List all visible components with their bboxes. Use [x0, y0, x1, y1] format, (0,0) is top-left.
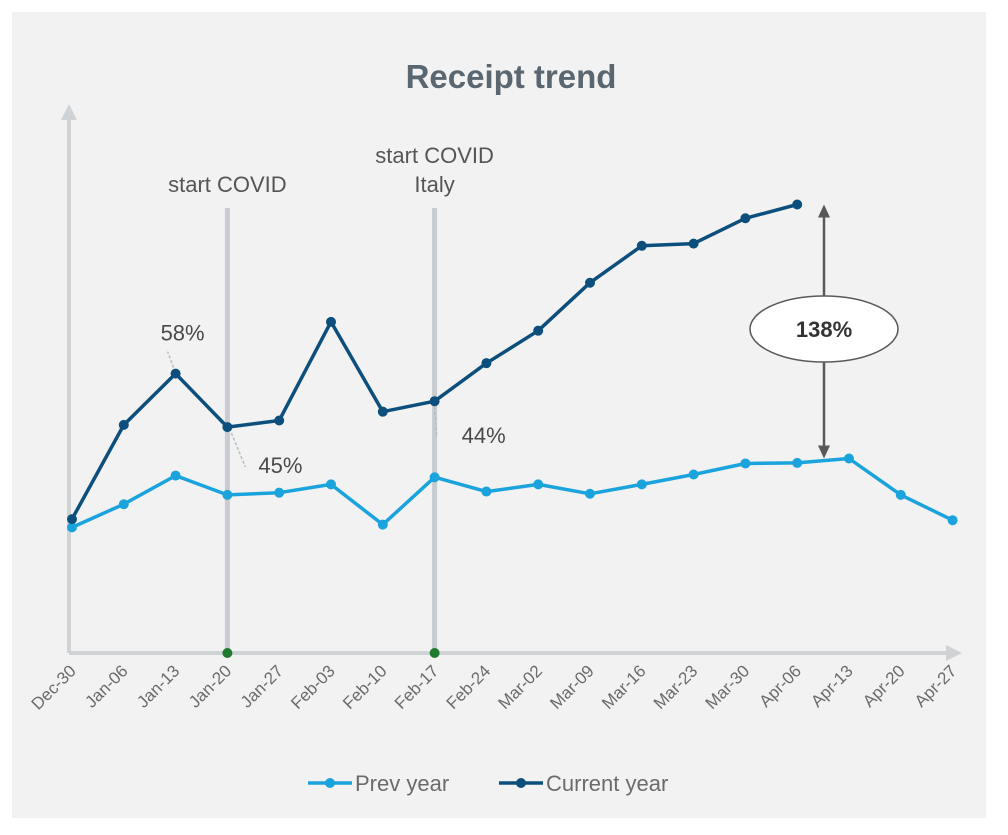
data-point: [118, 499, 129, 510]
data-point: [118, 419, 129, 430]
legend: Prev year Current year: [308, 771, 668, 796]
series-line: [71, 456, 954, 529]
data-point: [222, 422, 233, 433]
gap-label: 138%: [796, 317, 852, 342]
x-tick-label: Mar-16: [598, 661, 650, 713]
data-point: [792, 457, 803, 468]
x-axis-arrow: [946, 645, 962, 661]
x-tick-label: Dec-30: [28, 661, 80, 713]
chart-title: Receipt trend: [406, 58, 617, 95]
x-tick-label: Feb-03: [287, 661, 339, 713]
data-point: [585, 277, 595, 288]
event-label: start COVID: [375, 143, 494, 168]
x-tick-label: Apr-13: [807, 661, 857, 711]
x-tick-label: Feb-24: [443, 661, 495, 713]
x-tick-label: Mar-30: [702, 661, 754, 713]
series-current-year: [67, 199, 803, 525]
data-point: [481, 358, 492, 369]
data-point: [844, 453, 854, 464]
data-point: [377, 406, 388, 417]
data-point: [326, 316, 336, 327]
label-leader: [230, 432, 247, 468]
event-marker: [429, 648, 440, 658]
point-label: 58%: [161, 321, 205, 346]
data-point: [429, 472, 440, 483]
x-tick-label: Apr-27: [911, 661, 961, 711]
x-tick-label: Mar-23: [650, 661, 702, 713]
legend-item-current-year: Current year: [499, 771, 668, 796]
data-point: [274, 415, 285, 426]
data-point: [377, 519, 388, 530]
gap-bubble: [749, 295, 899, 363]
data-point: [429, 396, 440, 407]
data-point: [67, 522, 77, 533]
series-layer: [67, 199, 958, 533]
annotations: 58% 45% 44% 138%: [161, 204, 899, 478]
data-point: [792, 199, 803, 210]
y-axis-arrow: [61, 104, 77, 120]
event-lines: start COVID start COVID Italy: [168, 143, 494, 658]
data-point: [947, 515, 958, 526]
data-point: [170, 470, 181, 481]
x-tick-label: Jan-27: [237, 661, 287, 711]
data-point: [222, 489, 233, 500]
data-point: [326, 479, 336, 490]
legend-label: Current year: [546, 771, 668, 796]
data-point: [585, 488, 595, 499]
x-tick-label: Jan-20: [185, 661, 235, 711]
x-tick-label: Feb-17: [391, 661, 443, 713]
data-point: [274, 487, 285, 498]
data-point: [67, 514, 77, 525]
data-point: [636, 240, 647, 251]
x-tick-label: Mar-09: [546, 661, 598, 713]
data-point: [481, 486, 492, 497]
gap-arrow-head-bottom: [818, 445, 830, 459]
chart-card: Receipt trend start COVID start COVID Ital…: [12, 12, 986, 818]
data-point: [533, 479, 544, 490]
data-point: [688, 238, 699, 249]
legend-swatch-marker: [516, 778, 526, 788]
legend-item-prev-year: Prev year: [308, 771, 449, 796]
data-point: [533, 325, 544, 336]
data-point: [170, 368, 181, 379]
data-point: [688, 469, 699, 480]
gap-arrow-head-top: [818, 204, 830, 218]
x-tick-label: Jan-13: [133, 661, 183, 711]
event-label: start COVID: [168, 172, 287, 197]
x-tick-label: Apr-06: [756, 661, 806, 711]
data-point: [740, 213, 751, 224]
data-point: [740, 458, 751, 469]
x-tick-label: Jan-06: [81, 661, 131, 711]
event-marker: [222, 648, 233, 658]
label-leader: [166, 351, 175, 368]
data-point: [895, 489, 906, 500]
legend-swatch-marker: [325, 778, 335, 788]
receipt-trend-chart: Receipt trend start COVID start COVID Ital…: [28, 58, 962, 796]
series-prev-year: [67, 453, 958, 533]
axes: [61, 104, 962, 661]
x-tick-labels: Dec-30 Jan-06 Jan-13 Jan-20 Jan-27 Feb-03 Feb-…: [28, 661, 961, 713]
x-tick-label: Feb-10: [339, 661, 391, 713]
point-label: 45%: [258, 453, 302, 478]
data-point: [636, 479, 647, 490]
x-tick-label: Apr-20: [859, 661, 909, 711]
point-label: 44%: [462, 423, 506, 448]
legend-label: Prev year: [355, 771, 449, 796]
event-label: Italy: [414, 172, 454, 197]
x-tick-label: Mar-02: [495, 661, 547, 713]
